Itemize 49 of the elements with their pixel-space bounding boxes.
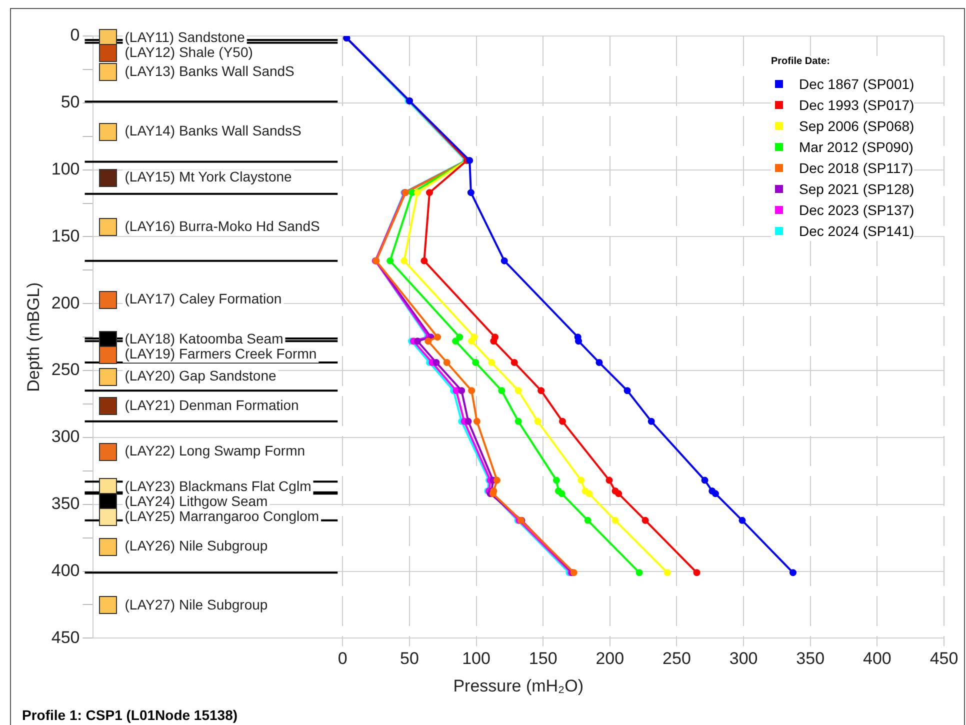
y-tick-label: 200 xyxy=(51,293,80,312)
y-axis-title: Depth (mBGL) xyxy=(24,282,43,392)
x-tick-label: 250 xyxy=(662,649,691,668)
x-tick-label: 50 xyxy=(400,649,419,668)
annotation: (LAY14) Banks Wall SandsS xyxy=(124,122,302,139)
x-tick-label: 200 xyxy=(596,649,624,668)
annotation: (LAY17) Caley Formation xyxy=(124,290,282,306)
annotation: (LAY26) Nile Subgroup xyxy=(124,537,268,554)
y-tick-label: 0 xyxy=(70,26,80,45)
legend-label: Dec 2023 (SP137) xyxy=(799,202,914,218)
legend-label: Dec 1867 (SP001) xyxy=(799,76,914,92)
annotation: (LAY27) Nile Subgroup xyxy=(124,596,268,612)
x-tick-label: 150 xyxy=(528,649,558,668)
annotation: (LAY15) Mt York Claystone xyxy=(124,168,292,185)
y-tick-label: 300 xyxy=(51,427,80,446)
x-tick-label: 300 xyxy=(729,649,758,668)
annotation: (LAY18) Katoomba Seam xyxy=(124,330,284,347)
x-tick-label: 450 xyxy=(930,649,958,668)
x-tick-label: 350 xyxy=(796,649,825,668)
legend-title: Profile Date: xyxy=(771,56,831,67)
annotation: (LAY20) Gap Sandstone xyxy=(124,367,276,384)
annotation: (LAY13) Banks Wall SandS xyxy=(124,62,294,79)
legend-label: Sep 2021 (SP128) xyxy=(799,180,914,196)
x-axis-title: Pressure (mH₂O) xyxy=(453,676,584,696)
y-tick-label: 350 xyxy=(51,494,80,514)
y-tick-label: 150 xyxy=(51,226,80,246)
annotation: (LAY22) Long Swamp Formn xyxy=(124,442,306,458)
annotation: (LAY25) Marrangaroo Conglom xyxy=(124,508,320,524)
legend-label: Sep 2006 (SP068) xyxy=(799,118,914,134)
x-tick-label: 400 xyxy=(862,649,892,668)
annotation: (LAY11) Sandstone xyxy=(124,28,246,45)
y-tick-label: 100 xyxy=(51,160,80,179)
annotation: (LAY19) Farmers Creek Formn xyxy=(124,346,317,362)
legend-label: Dec 2024 (SP141) xyxy=(799,222,914,238)
annotation: (LAY24) Lithgow Seam xyxy=(124,492,268,509)
annotation: (LAY12) Shale (Y50) xyxy=(124,44,253,60)
legend-label: Mar 2012 (SP090) xyxy=(799,138,914,154)
annotation: (LAY23) Blackmans Flat Cglm xyxy=(124,478,312,494)
y-tick-label: 50 xyxy=(60,92,80,112)
x-tick-label: 100 xyxy=(462,649,490,668)
annotation: (LAY16) Burra-Moko Hd SandS xyxy=(124,218,320,234)
y-tick-label: 400 xyxy=(51,560,80,580)
text: Profile 1: CSP1 (L01Node 15138) xyxy=(22,707,238,723)
legend-label: Dec 1993 (SP017) xyxy=(799,96,914,112)
legend-label: Dec 2018 (SP117) xyxy=(799,160,914,176)
annotation: (LAY21) Denman Formation xyxy=(124,396,299,413)
y-tick-label: 450 xyxy=(51,628,80,647)
y-tick-label: 250 xyxy=(51,360,80,380)
x-tick-label: 0 xyxy=(338,649,348,668)
